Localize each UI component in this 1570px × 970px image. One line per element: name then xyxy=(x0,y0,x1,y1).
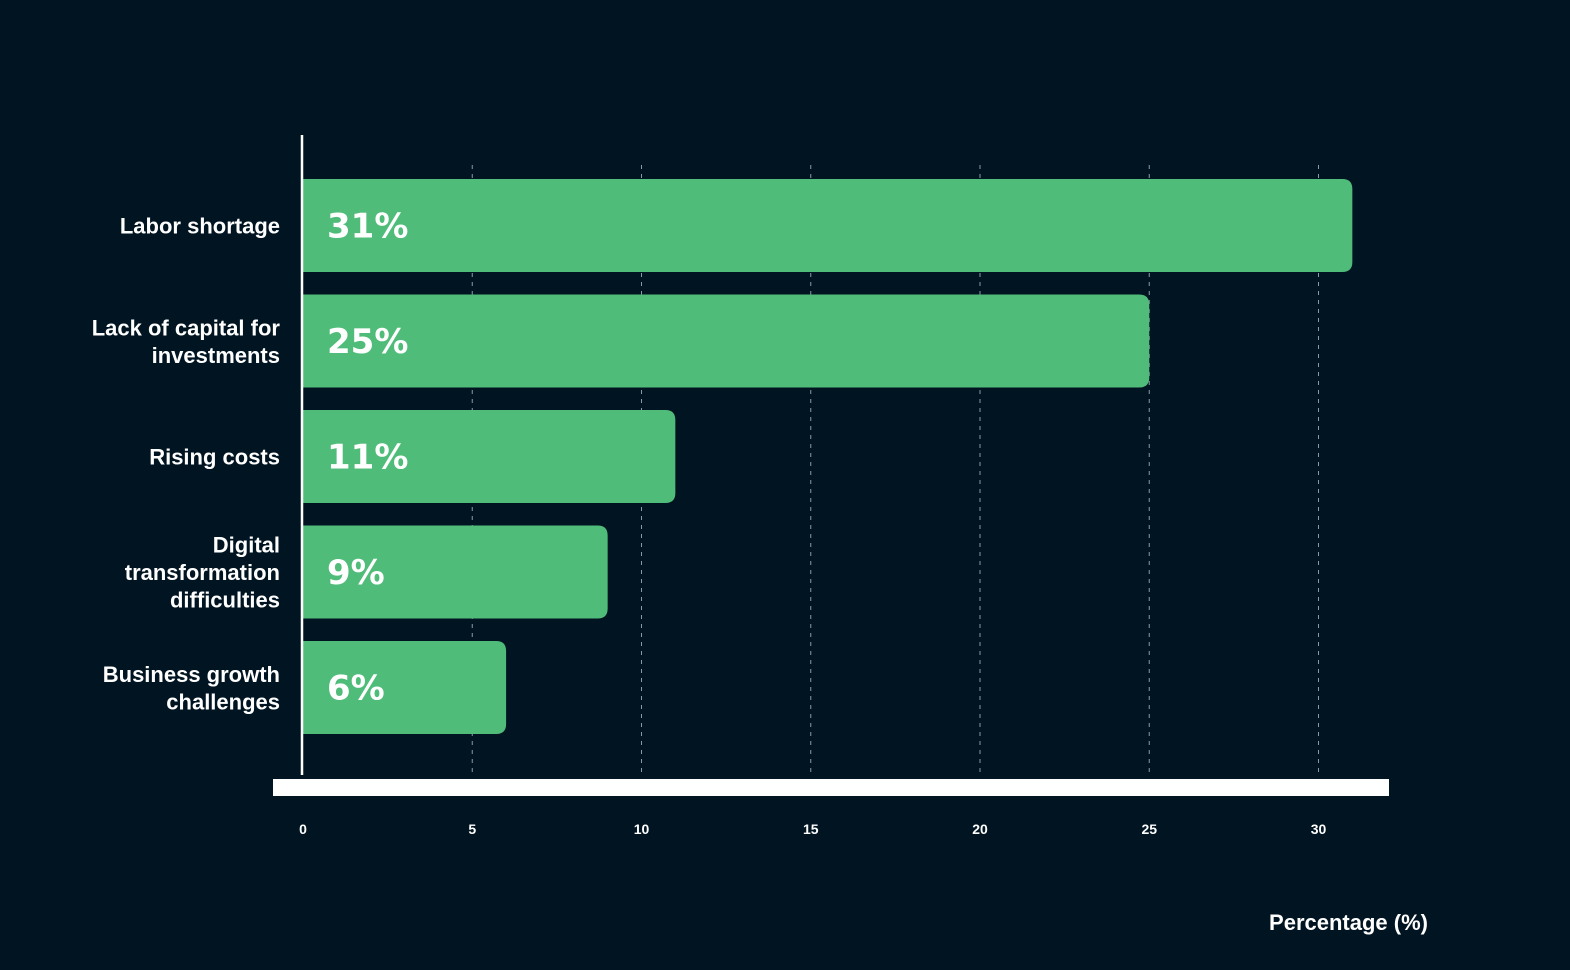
x-tick-label-10: 10 xyxy=(634,821,650,837)
category-label-4: Business growth challenges xyxy=(103,662,280,715)
x-tick-label-0: 0 xyxy=(299,821,307,837)
x-tick-label-25: 25 xyxy=(1141,821,1157,837)
bar-2 xyxy=(303,410,676,503)
bar-value-label-2: 11% xyxy=(327,438,408,478)
category-label-2: Rising costs xyxy=(149,445,280,470)
category-label-line: difficulties xyxy=(170,588,280,613)
bar-value-label-3: 9% xyxy=(327,553,385,593)
category-label-line: Lack of capital for xyxy=(92,315,281,340)
category-label-line: challenges xyxy=(166,689,280,714)
x-axis-bar xyxy=(273,779,1389,796)
bar-value-label-1: 25% xyxy=(327,322,408,362)
x-tick-label-20: 20 xyxy=(972,821,988,837)
category-label-line: transformation xyxy=(125,560,280,585)
x-tick-label-15: 15 xyxy=(803,821,819,837)
bar-value-label-0: 31% xyxy=(327,207,408,247)
bar-3 xyxy=(303,525,608,619)
category-label-line: Labor shortage xyxy=(120,214,280,239)
x-tick-label-30: 30 xyxy=(1311,821,1327,837)
x-tick-label-5: 5 xyxy=(468,821,476,837)
category-label-3: Digital transformation difficulties xyxy=(125,533,280,613)
bar-value-label-4: 6% xyxy=(327,669,385,709)
bar-0 xyxy=(303,179,1353,272)
category-label-0: Labor shortage xyxy=(120,214,280,239)
bar-1 xyxy=(303,294,1150,388)
category-label-line: Business growth xyxy=(103,662,280,687)
category-label-1: Lack of capital for investments xyxy=(92,315,281,368)
x-axis-title: Percentage (%) xyxy=(1269,910,1428,935)
category-label-line: investments xyxy=(152,343,280,368)
category-label-line: Rising costs xyxy=(149,445,280,470)
category-label-line: Digital xyxy=(213,533,280,558)
bar-4 xyxy=(303,641,507,734)
